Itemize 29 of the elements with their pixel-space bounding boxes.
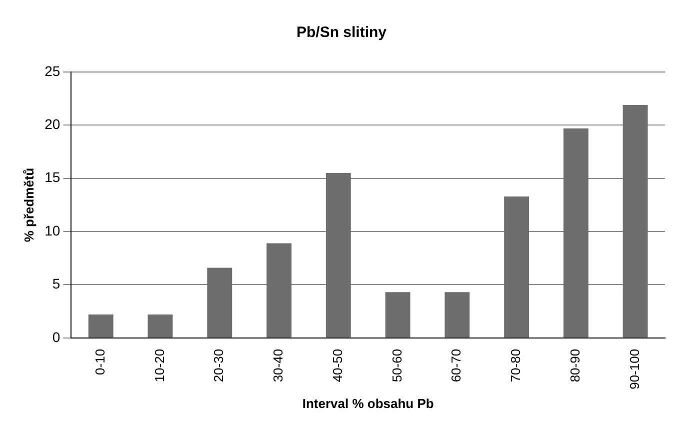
x-tick-label: 40-50 xyxy=(330,348,345,382)
x-tick-label: 50-60 xyxy=(389,348,404,382)
x-tick-label: 0-10 xyxy=(92,348,108,375)
y-tick-label: 5 xyxy=(52,276,60,292)
bar xyxy=(326,173,351,338)
chart-title: Pb/Sn slitiny xyxy=(296,24,388,42)
x-tick-label: 10-20 xyxy=(152,348,167,382)
bar xyxy=(385,292,410,338)
y-axis-title: % předmětů xyxy=(21,168,36,242)
bar xyxy=(266,243,292,338)
x-tick-label: 20-30 xyxy=(211,348,226,382)
x-tick-label: 90-100 xyxy=(626,348,642,390)
x-tick-label: 30-40 xyxy=(270,348,286,382)
bar xyxy=(444,292,470,338)
y-tick-label: 25 xyxy=(44,62,60,79)
x-tick-label: 60-70 xyxy=(448,348,464,382)
y-tick-label: 15 xyxy=(44,169,60,186)
bar xyxy=(88,314,114,338)
bar xyxy=(563,128,588,338)
y-tick-label: 10 xyxy=(44,222,60,238)
x-tick-label: 80-90 xyxy=(568,348,583,382)
x-tick-label: 70-80 xyxy=(508,348,524,382)
bar xyxy=(504,196,530,338)
y-tick-label: 20 xyxy=(44,116,60,132)
x-axis-title: Interval % obsahu Pb xyxy=(302,396,434,411)
bar xyxy=(207,268,232,338)
bar xyxy=(148,314,173,338)
bar xyxy=(622,104,648,338)
y-tick-label: 0 xyxy=(52,328,60,345)
